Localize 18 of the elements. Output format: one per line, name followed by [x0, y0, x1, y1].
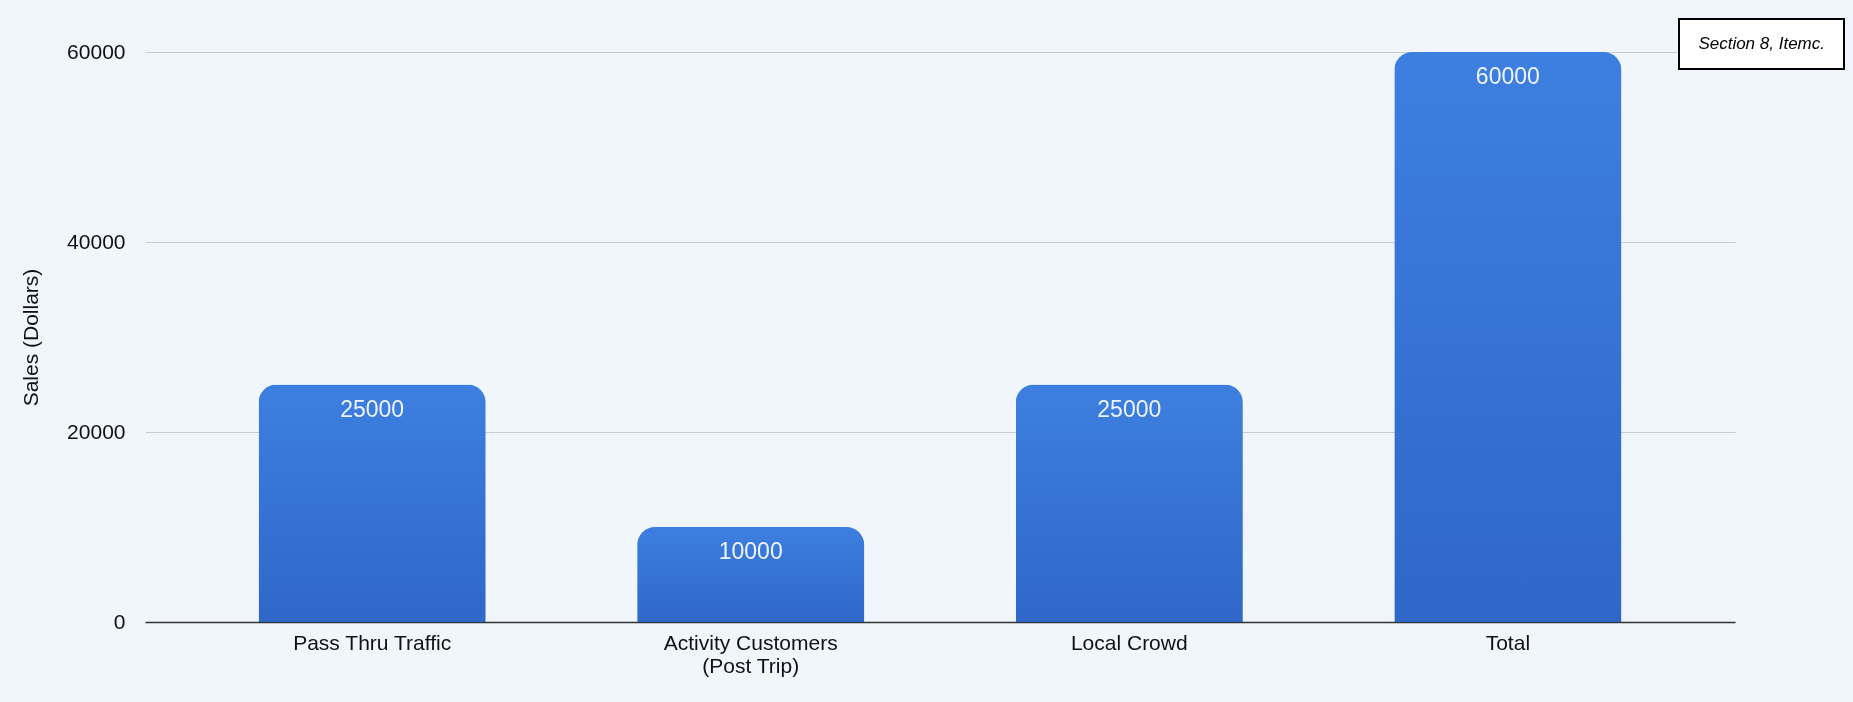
y-tick-label: 0	[113, 609, 126, 633]
y-tick-label: 40000	[67, 229, 126, 253]
x-tick-label: Total	[1485, 630, 1531, 654]
y-tick-label: 20000	[67, 419, 126, 443]
data-label: 25000	[340, 395, 405, 422]
x-tick-label: Pass Thru Traffic	[293, 630, 452, 654]
annotation: Section 8, Itemc.	[1678, 18, 1845, 70]
data-label: 10000	[718, 538, 783, 564]
bar	[1015, 384, 1243, 622]
y-axis-title: Sales (Dollars)	[19, 268, 43, 407]
data-label: 25000	[1097, 395, 1162, 422]
bar	[258, 384, 486, 622]
x-tick-label: Activity Customers (Post Trip)	[663, 630, 838, 677]
bar	[1394, 52, 1622, 622]
y-tick-label: 60000	[67, 39, 126, 63]
data-label: 60000	[1475, 63, 1540, 89]
bar	[637, 527, 865, 622]
x-tick-label: Local Crowd	[1070, 630, 1188, 654]
